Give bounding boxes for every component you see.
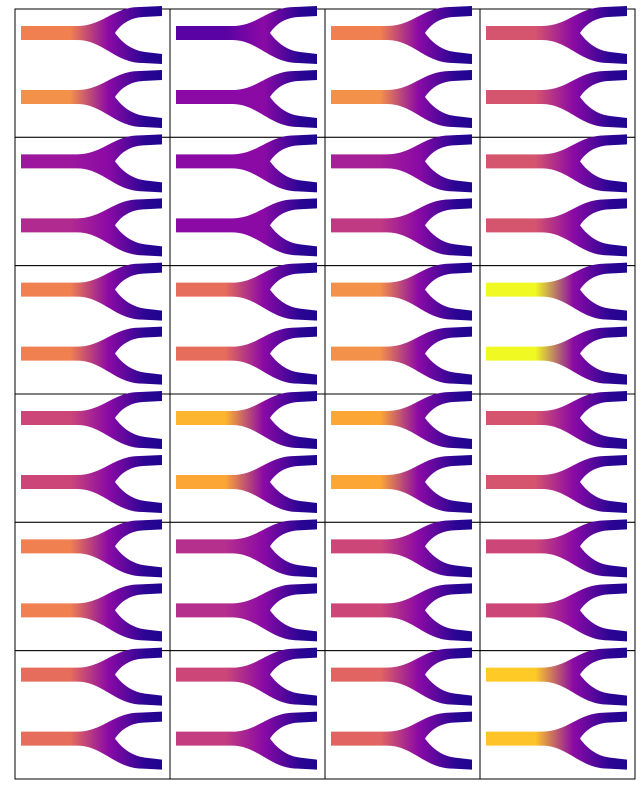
channel: [331, 391, 472, 449]
channel: [331, 262, 472, 321]
panel: [14, 6, 171, 138]
channel: [331, 455, 472, 513]
channel: [331, 519, 472, 578]
channel: [21, 70, 162, 128]
channel: [176, 711, 317, 770]
channel: [176, 70, 317, 128]
channel: [331, 326, 472, 385]
channel: [176, 198, 317, 257]
channel: [176, 262, 317, 321]
channel: [486, 391, 627, 449]
channel: [176, 326, 317, 385]
panel: [14, 134, 171, 267]
panel: [324, 6, 481, 138]
channel: [331, 134, 472, 193]
channel: [21, 198, 162, 257]
panel: [169, 519, 326, 652]
channel: [176, 391, 317, 449]
channel: [486, 70, 627, 128]
channel: [21, 711, 162, 770]
channel: [21, 519, 162, 578]
channel: [331, 6, 472, 64]
channel: [21, 455, 162, 513]
panel: [14, 647, 171, 780]
panel: [479, 262, 636, 395]
channel: [21, 326, 162, 385]
channel: [176, 6, 317, 64]
panel: [479, 519, 636, 652]
channel: [331, 70, 472, 128]
channel: [21, 6, 162, 64]
channel: [331, 711, 472, 770]
panel: [324, 134, 481, 267]
panel: [169, 262, 326, 395]
channel: [21, 647, 162, 706]
channel: [176, 583, 317, 642]
panel: [169, 647, 326, 780]
channel: [486, 262, 627, 321]
channel: [21, 583, 162, 642]
panel: [169, 391, 326, 523]
panel: [169, 134, 326, 267]
panel: [324, 262, 481, 395]
channel: [486, 198, 627, 257]
panel: [14, 262, 171, 395]
panel: [324, 647, 481, 780]
channel: [176, 647, 317, 706]
channel: [176, 519, 317, 578]
channel: [176, 455, 317, 513]
panel: [324, 519, 481, 652]
panel: [14, 391, 171, 523]
channel: [21, 262, 162, 321]
channel: [486, 6, 627, 64]
channel: [486, 455, 627, 513]
channel: [486, 326, 627, 385]
panel: [479, 134, 636, 267]
channel: [486, 134, 627, 193]
channel: [331, 198, 472, 257]
panel: [169, 6, 326, 138]
channel: [21, 134, 162, 193]
channel: [331, 647, 472, 706]
channel: [486, 647, 627, 706]
channel: [486, 711, 627, 770]
channel: [176, 134, 317, 193]
panel: [479, 647, 636, 780]
panel: [479, 391, 636, 523]
panel: [324, 391, 481, 523]
channel: [331, 583, 472, 642]
panel: [479, 6, 636, 138]
channel: [21, 391, 162, 449]
channel: [486, 519, 627, 578]
panel: [14, 519, 171, 652]
channel: [486, 583, 627, 642]
